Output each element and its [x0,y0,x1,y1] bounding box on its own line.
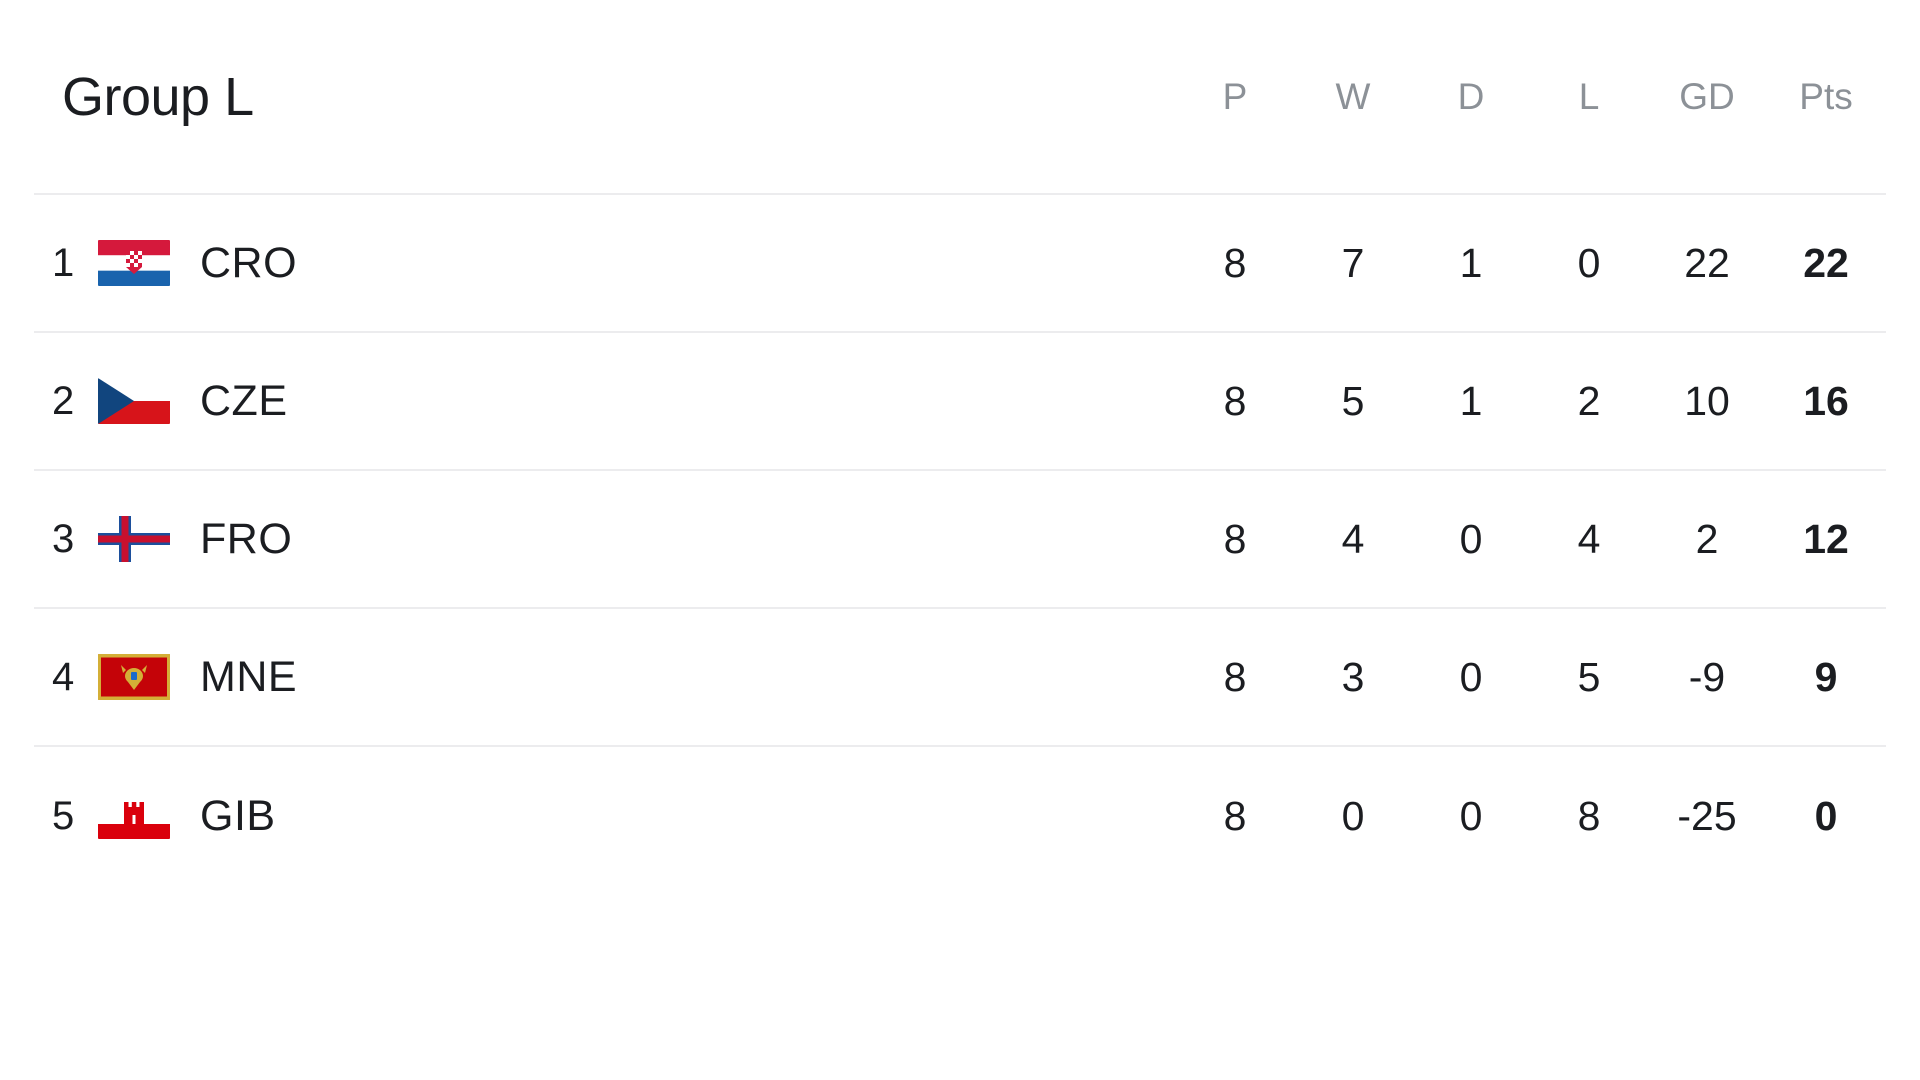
stat-won: 0 [1341,792,1365,839]
montenegro-flag-icon [98,654,170,700]
stat-points: 16 [1803,377,1849,424]
stat-goal-difference: 10 [1684,377,1730,424]
gibraltar-flag-icon [98,793,170,839]
stat-won: 3 [1341,653,1365,700]
column-header-goal-difference[interactable]: GD [1679,75,1735,117]
stat-drawn: 1 [1459,239,1483,286]
stat-played: 8 [1223,377,1247,424]
row-rank: 3 [52,516,75,561]
column-header-played[interactable]: P [1222,75,1248,117]
stat-lost: 0 [1577,239,1601,286]
stat-lost: 5 [1577,653,1601,700]
team-code: GIB [200,791,276,840]
team-code: CZE [200,376,288,425]
stat-won: 4 [1341,515,1365,562]
row-rank: 1 [52,240,75,285]
stat-drawn: 0 [1459,653,1483,700]
stat-drawn: 1 [1459,377,1483,424]
faroe-islands-flag-icon [98,516,170,562]
flag-cell [98,378,196,424]
column-header-won[interactable]: W [1335,75,1371,117]
column-header-lost[interactable]: L [1578,75,1600,117]
table-row[interactable]: 5 GIB 8 0 0 8 [34,747,1886,885]
column-header-drawn[interactable]: D [1457,75,1485,117]
stat-played: 8 [1223,515,1247,562]
stat-won: 5 [1341,377,1365,424]
team-code: FRO [200,514,293,563]
stat-goal-difference: 22 [1684,239,1730,286]
column-header-points[interactable]: Pts [1799,75,1853,117]
table-row[interactable]: 2 CZE 8 5 1 2 10 16 [34,333,1886,471]
stat-points: 12 [1803,515,1849,562]
flag-cell [98,240,196,286]
stat-lost: 4 [1577,515,1601,562]
stat-goal-difference: -9 [1688,653,1726,700]
stat-drawn: 0 [1459,515,1483,562]
team-code: CRO [200,238,298,287]
team-code: MNE [200,652,298,701]
stat-goal-difference: -25 [1677,792,1737,839]
stat-points: 22 [1803,239,1849,286]
stat-played: 8 [1223,239,1247,286]
table-header-row: Group L P W D L GD Pts [34,0,1886,195]
stat-played: 8 [1223,792,1247,839]
stat-lost: 8 [1577,792,1601,839]
flag-cell [98,793,196,839]
croatia-flag-icon [98,240,170,286]
table-row[interactable]: 4 MNE [34,609,1886,747]
stat-points: 9 [1814,653,1838,700]
stat-played: 8 [1223,653,1247,700]
table-row[interactable]: 1 [34,195,1886,333]
czech-republic-flag-icon [98,378,170,424]
stat-points: 0 [1814,792,1838,839]
flag-cell [98,516,196,562]
row-rank: 5 [52,793,75,838]
stat-drawn: 0 [1459,792,1483,839]
group-title: Group L [62,66,254,127]
stat-goal-difference: 2 [1695,515,1719,562]
row-rank: 4 [52,654,75,699]
stat-lost: 2 [1577,377,1601,424]
stat-won: 7 [1341,239,1365,286]
table-row[interactable]: 3 FRO 8 4 0 4 2 12 [34,471,1886,609]
flag-cell [98,654,196,700]
row-rank: 2 [52,378,75,423]
